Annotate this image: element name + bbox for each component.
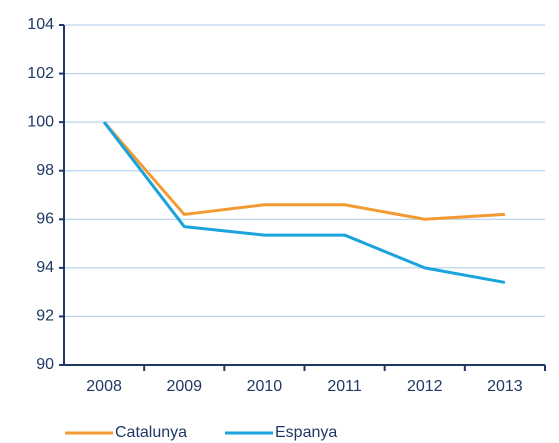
y-tick-label: 100 (27, 113, 54, 130)
y-tick-label: 98 (36, 162, 54, 179)
y-tick-label: 94 (36, 259, 54, 276)
legend-label: Espanya (275, 424, 337, 441)
y-tick-label: 90 (36, 356, 54, 373)
series-line (102, 121, 506, 284)
x-tick-label: 2008 (86, 378, 122, 395)
legend-label: Catalunya (115, 424, 187, 441)
x-tick-label: 2010 (247, 378, 283, 395)
x-tick-label: 2009 (166, 378, 202, 395)
y-tick-label: 92 (36, 308, 54, 325)
x-tick-label: 2011 (327, 378, 362, 395)
y-tick-label: 104 (27, 16, 54, 33)
y-tick-label: 102 (27, 65, 54, 82)
x-tick-label: 2012 (407, 378, 443, 395)
series-line (102, 121, 506, 221)
x-tick-label: 2013 (487, 378, 523, 395)
y-tick-label: 96 (36, 211, 54, 228)
